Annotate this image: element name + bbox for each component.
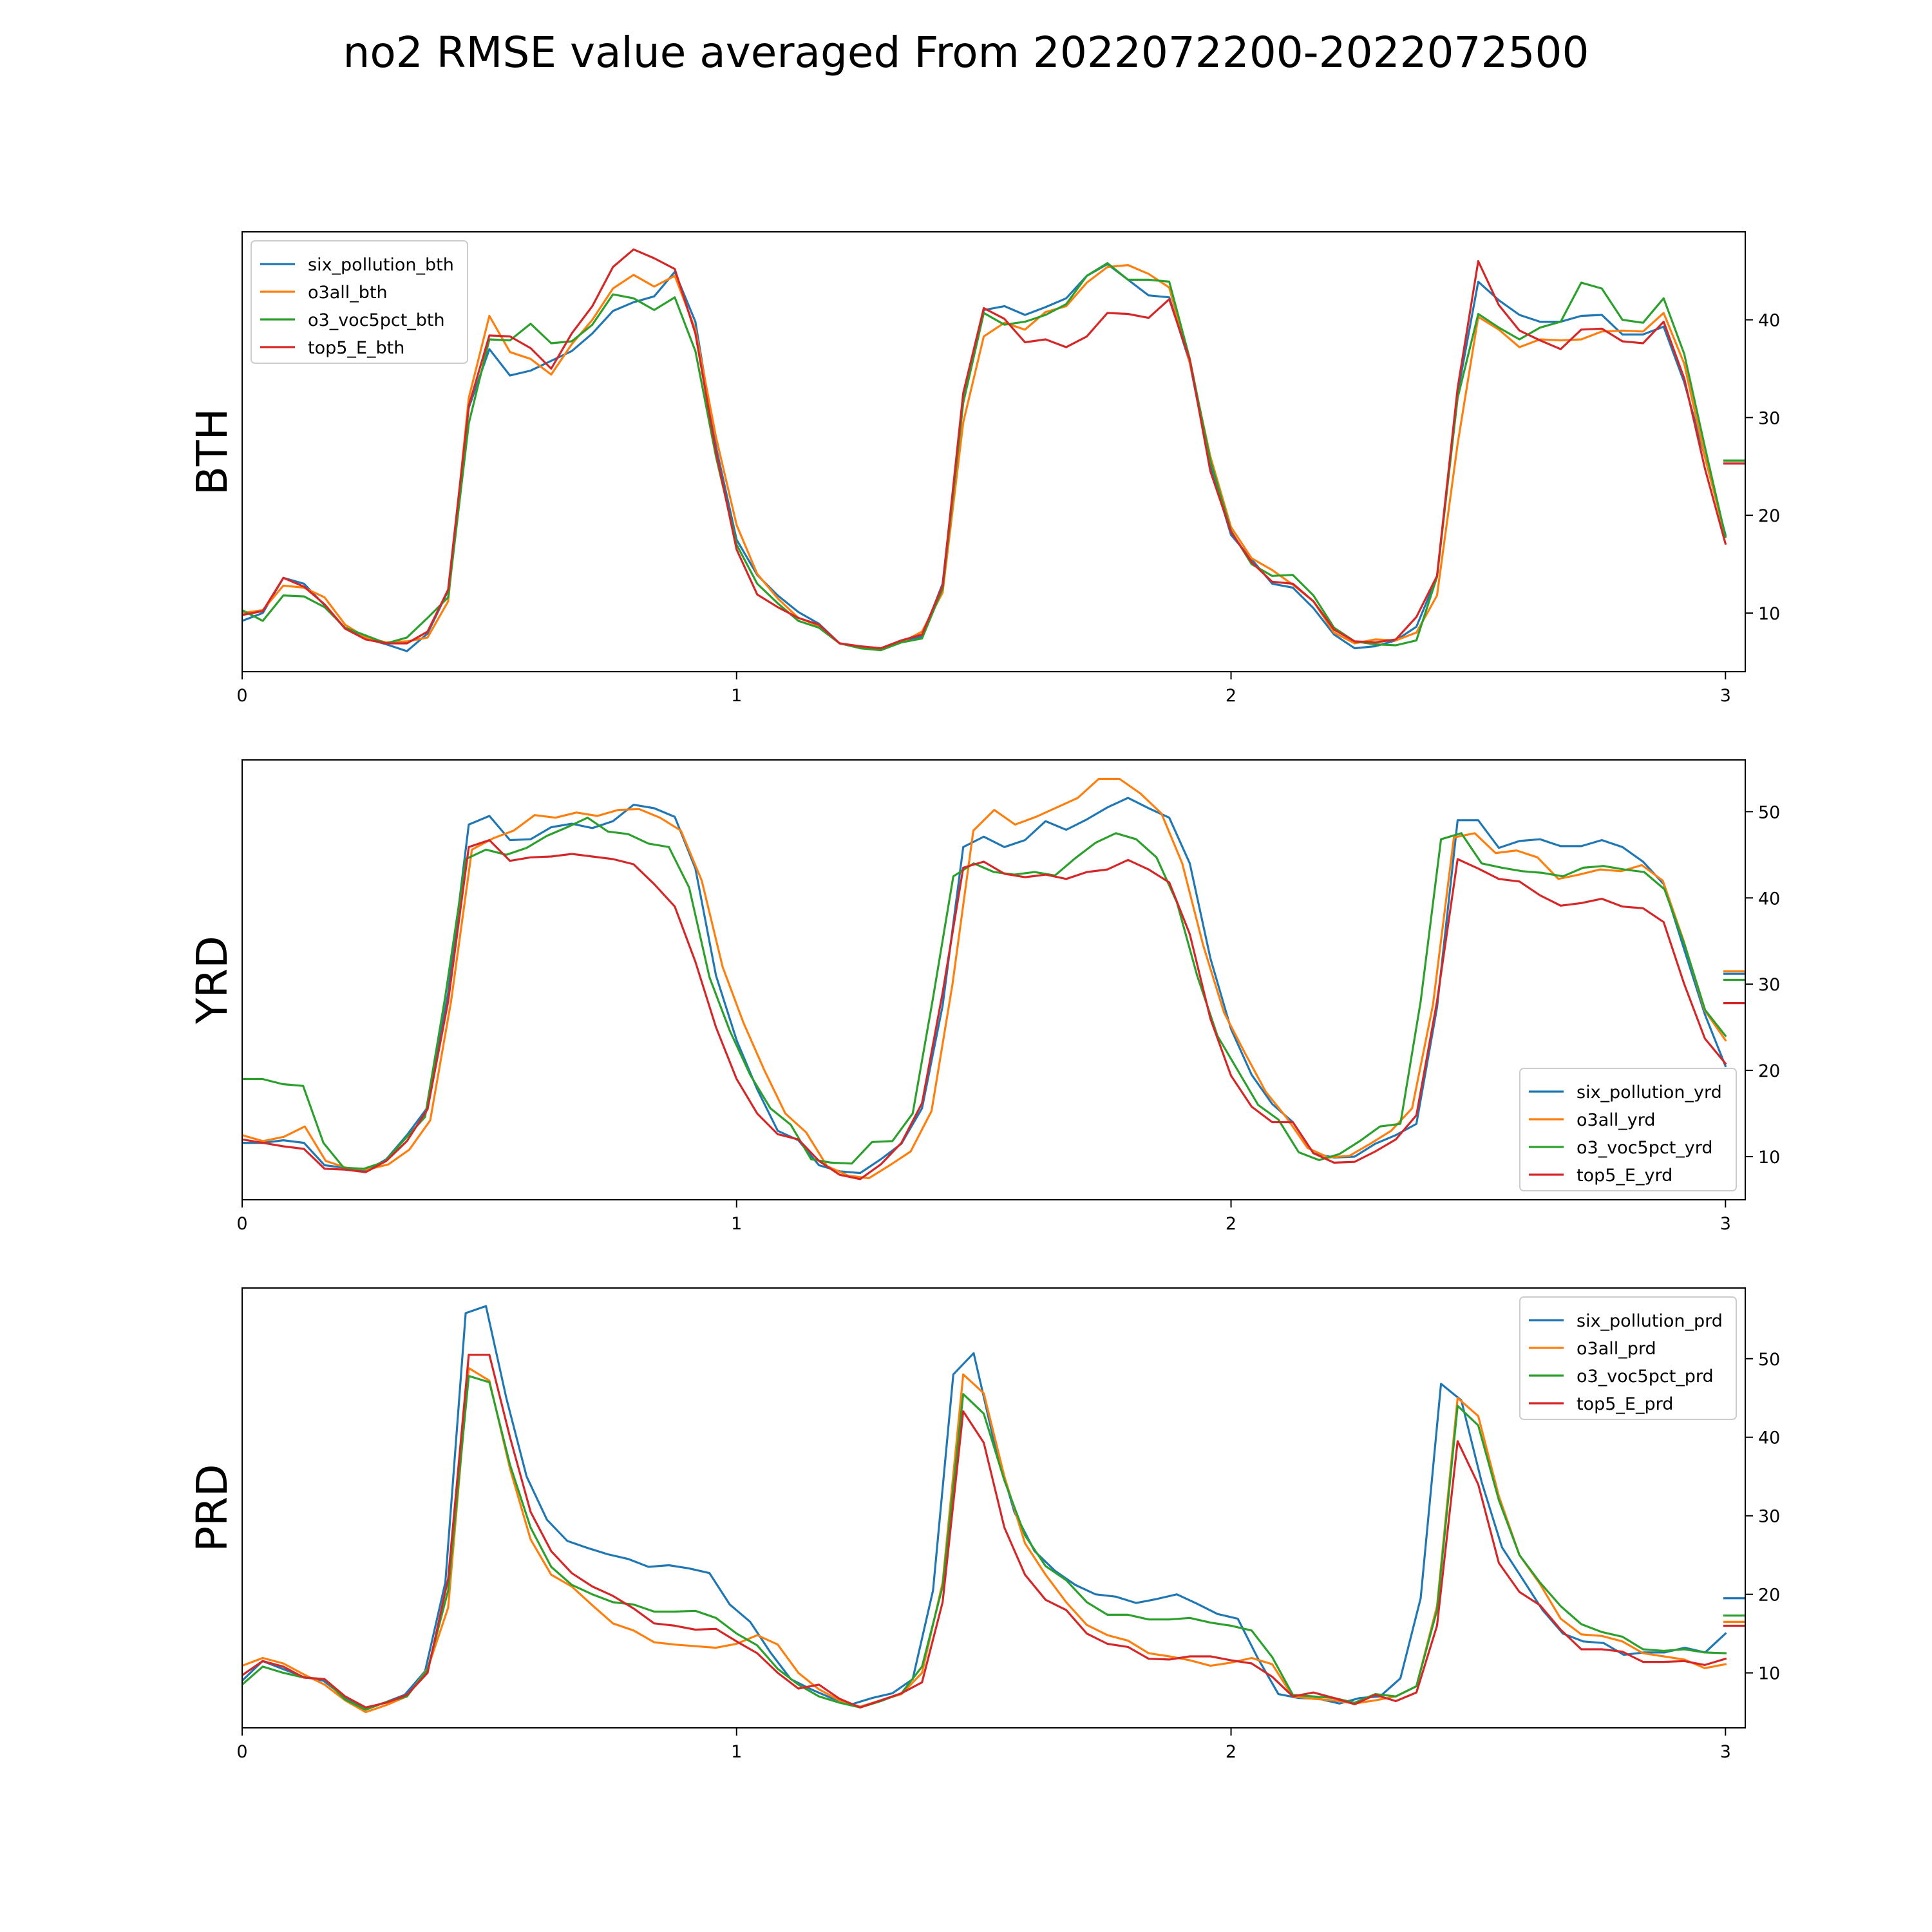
series-lines bbox=[242, 248, 1745, 652]
series-lines bbox=[242, 1305, 1745, 1714]
x-tick-label: 0 bbox=[236, 1214, 247, 1234]
y-tick-label: 10 bbox=[1758, 1148, 1780, 1168]
y-tick-label: 40 bbox=[1758, 1428, 1780, 1448]
y-tick-label: 50 bbox=[1758, 802, 1780, 822]
legend-label-six-pollution-bth: six_pollution_bth bbox=[308, 255, 454, 275]
panel-label-prd: PRD bbox=[187, 1464, 237, 1551]
axes-frame bbox=[242, 1287, 1746, 1728]
panel-prd: 0 1 2 3 10 20 30 40 50 PRD six_pollution_prd o3all_… bbox=[187, 1287, 1780, 1762]
panel-bth: 0 1 2 3 10 20 30 40 BTH six_pollution_bth o3all_bt… bbox=[187, 231, 1780, 706]
x-tick-label: 2 bbox=[1226, 1214, 1236, 1234]
legend-label-o3-voc5pct-prd: o3_voc5pct_prd bbox=[1577, 1367, 1714, 1387]
legend-box bbox=[1519, 1296, 1737, 1420]
axes-frame bbox=[242, 759, 1746, 1200]
x-tick-label: 3 bbox=[1720, 1742, 1731, 1762]
y-tick-label: 20 bbox=[1758, 1061, 1780, 1081]
y-tick-label: 30 bbox=[1758, 408, 1780, 428]
y-tick-label: 20 bbox=[1758, 506, 1780, 526]
legend-label-o3-voc5pct-bth: o3_voc5pct_bth bbox=[308, 310, 445, 330]
legend-label-top5-e-bth: top5_E_bth bbox=[308, 338, 404, 358]
x-tick-label: 0 bbox=[236, 686, 247, 706]
x-tick-label: 2 bbox=[1226, 1742, 1236, 1762]
series-line-six-pollution-yrd bbox=[242, 797, 1727, 1175]
series-line-o3-voc5pct-yrd bbox=[242, 817, 1727, 1170]
figure-title: no2 RMSE value averaged From 2022072200-… bbox=[343, 28, 1589, 77]
legend: six_pollution_yrd o3all_yrd o3_voc5pct_yrd… bbox=[1519, 1068, 1737, 1191]
series-line-o3-voc5pct-prd bbox=[242, 1375, 1727, 1711]
x-tick-label: 1 bbox=[731, 1742, 742, 1762]
panel-label-bth: BTH bbox=[187, 408, 237, 495]
panel-yrd: 0 1 2 3 10 20 30 40 50 YRD six_pollution_yrd o3all_… bbox=[187, 759, 1780, 1234]
y-tick-label: 50 bbox=[1758, 1350, 1780, 1370]
x-tick-label: 3 bbox=[1720, 1214, 1731, 1234]
legend: six_pollution_prd o3all_prd o3_voc5pct_prd… bbox=[1519, 1296, 1737, 1420]
legend-label-six-pollution-prd: six_pollution_prd bbox=[1577, 1311, 1723, 1331]
legend-box bbox=[1519, 1068, 1737, 1191]
x-tick-label: 2 bbox=[1226, 686, 1236, 706]
y-tick-label: 10 bbox=[1758, 1664, 1780, 1684]
y-tick-label: 40 bbox=[1758, 889, 1780, 909]
series-lines bbox=[242, 777, 1745, 1180]
panels: 0 1 2 310203040BTHsix_pollution_btho3all_bt… bbox=[187, 231, 1780, 1762]
series-line-o3-voc5pct-bth bbox=[242, 262, 1727, 652]
legend-label-top5-e-yrd: top5_E_yrd bbox=[1577, 1166, 1672, 1186]
legend-label-six-pollution-yrd: six_pollution_yrd bbox=[1577, 1083, 1722, 1103]
axes-frame bbox=[242, 231, 1746, 672]
legend-label-o3-voc5pct-yrd: o3_voc5pct_yrd bbox=[1577, 1138, 1713, 1158]
legend-box bbox=[251, 240, 468, 364]
x-tick-label: 1 bbox=[731, 1214, 742, 1234]
legend-label-o3all-yrd: o3all_yrd bbox=[1577, 1110, 1656, 1130]
legend-label-o3all-bth: o3all_bth bbox=[308, 283, 388, 303]
y-tick-label: 30 bbox=[1758, 975, 1780, 995]
x-tick-label: 1 bbox=[731, 686, 742, 706]
series-line-top5-e-prd bbox=[242, 1354, 1727, 1709]
legend: six_pollution_bth o3all_bth o3_voc5pct_bth… bbox=[251, 240, 468, 364]
x-tick-label: 3 bbox=[1720, 686, 1731, 706]
series-line-o3all-prd bbox=[242, 1367, 1727, 1714]
y-tick-label: 30 bbox=[1758, 1507, 1780, 1527]
legend-label-o3all-prd: o3all_prd bbox=[1577, 1339, 1656, 1359]
legend-label-top5-e-prd: top5_E_prd bbox=[1577, 1394, 1673, 1414]
y-tick-label: 40 bbox=[1758, 311, 1780, 331]
series-line-top5-e-bth bbox=[242, 248, 1727, 650]
series-line-top5-e-yrd bbox=[242, 838, 1727, 1180]
y-tick-label: 20 bbox=[1758, 1586, 1780, 1605]
y-tick-label: 10 bbox=[1758, 604, 1780, 624]
panel-label-yrd: YRD bbox=[187, 936, 237, 1025]
x-tick-label: 0 bbox=[236, 1742, 247, 1762]
